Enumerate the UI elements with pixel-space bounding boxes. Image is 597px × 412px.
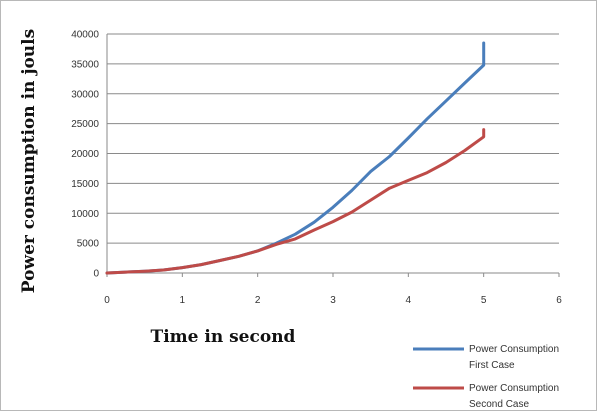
legend-label-1: Power Consumption First Case bbox=[469, 344, 559, 371]
y-tick-label: 25000 bbox=[71, 119, 99, 130]
y-tick-label: 5000 bbox=[77, 239, 100, 250]
y-tick-label: 0 bbox=[93, 269, 99, 280]
series-line-2 bbox=[105, 128, 486, 275]
y-axis-title: Power consumption in jouls bbox=[19, 29, 39, 293]
x-tick-label: 0 bbox=[104, 295, 110, 306]
y-tick-label: 30000 bbox=[71, 89, 99, 100]
legend-label-2: Power Consumption Second Case bbox=[469, 383, 559, 410]
y-tick-label: 15000 bbox=[71, 179, 99, 190]
series-lines bbox=[105, 41, 486, 275]
y-tick-label: 35000 bbox=[71, 59, 99, 70]
x-tick-label: 5 bbox=[481, 295, 487, 306]
legend: Power Consumption First Case Power Consump… bbox=[413, 344, 559, 410]
gridlines bbox=[107, 33, 559, 244]
tick-labels: 0 5000 10000 15000 20000 25000 30000 35000 40000… bbox=[71, 30, 562, 307]
y-tick-label: 10000 bbox=[71, 209, 99, 220]
axes bbox=[106, 34, 560, 277]
y-tick-label: 40000 bbox=[71, 30, 99, 41]
x-axis-title: Time in second bbox=[151, 327, 296, 347]
x-tick-label: 4 bbox=[406, 295, 412, 306]
x-tick-label: 3 bbox=[330, 295, 336, 306]
y-tick-label: 20000 bbox=[71, 149, 99, 160]
x-tick-label: 2 bbox=[255, 295, 261, 306]
x-tick-label: 1 bbox=[180, 295, 186, 306]
x-tick-label: 6 bbox=[556, 295, 562, 306]
